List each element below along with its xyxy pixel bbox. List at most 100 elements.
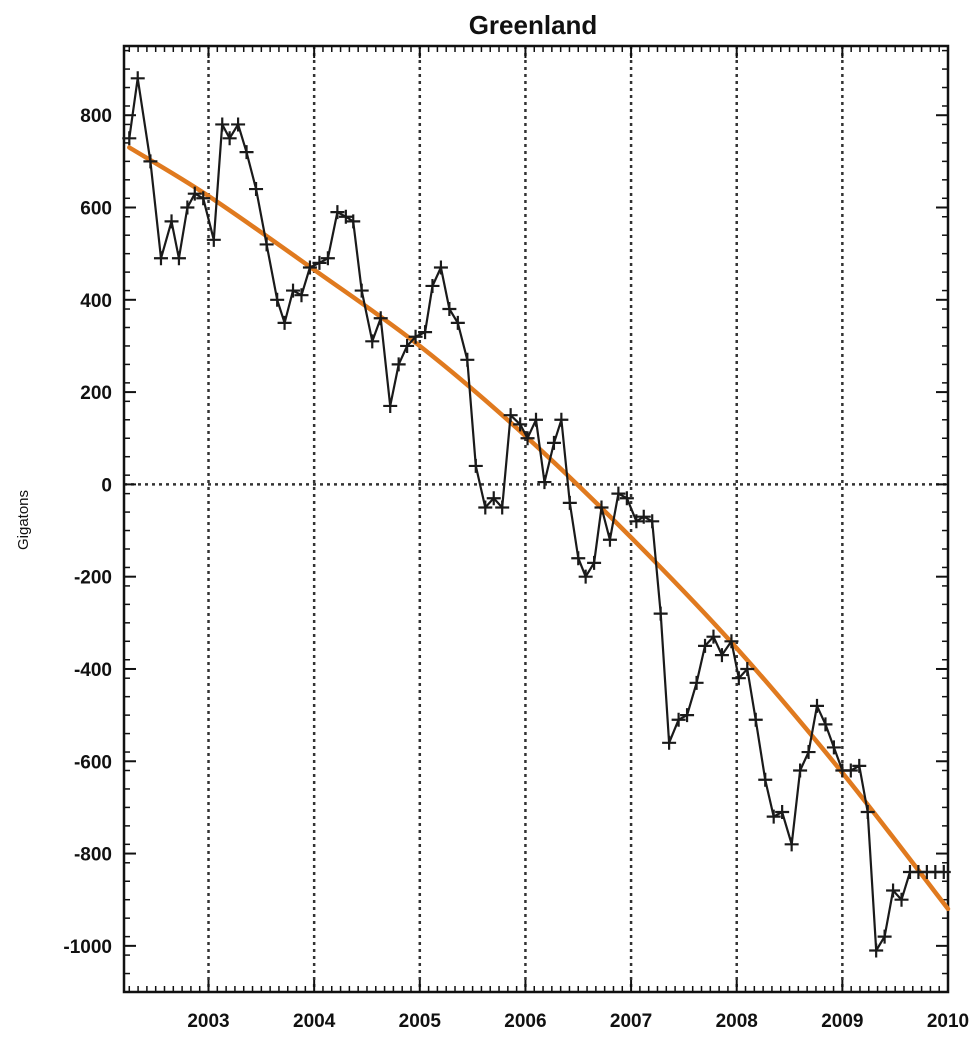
x-tick-label: 2010: [927, 1011, 969, 1032]
data-point: [611, 486, 626, 501]
data-point: [680, 708, 695, 723]
x-tick-label: 2008: [716, 1011, 758, 1032]
data-point: [277, 315, 292, 330]
x-tick-label: 2003: [187, 1011, 229, 1032]
data-point: [869, 943, 884, 958]
data-point: [698, 638, 713, 653]
x-tick-label: 2009: [821, 1011, 863, 1032]
data-point: [503, 408, 518, 423]
data-point: [286, 283, 301, 298]
data-point: [312, 255, 327, 270]
data-point: [408, 329, 423, 344]
data-point: [594, 500, 609, 515]
data-point: [653, 606, 668, 621]
x-tick-label: 2004: [293, 1011, 336, 1032]
data-point: [249, 182, 264, 197]
y-tick-label: 0: [101, 475, 112, 496]
data-point: [171, 251, 186, 266]
data-point: [818, 717, 833, 732]
data-point: [450, 315, 465, 330]
data-point: [671, 712, 686, 727]
data-point: [578, 569, 593, 584]
plot-border: [122, 44, 950, 994]
data-point: [562, 495, 577, 510]
data-point: [400, 338, 415, 353]
y-tick-label: 400: [80, 291, 112, 312]
data-point: [196, 191, 211, 206]
data-point: [495, 500, 510, 515]
data-point: [886, 883, 901, 898]
data-point: [143, 154, 158, 169]
plot-frame: [122, 44, 950, 994]
data-point: [740, 661, 755, 676]
data-point: [338, 209, 353, 224]
data-point: [354, 283, 369, 298]
data-point: [468, 458, 483, 473]
data-point: [619, 491, 634, 506]
y-tick-label: 600: [80, 199, 112, 220]
trend-line-group: [127, 145, 951, 912]
x-tick-label: 2006: [504, 1011, 546, 1032]
series-line-group: [128, 77, 944, 952]
y-tick-label: -400: [74, 660, 112, 681]
tick-marks: [124, 46, 949, 993]
trend-line: [127, 145, 951, 912]
data-point: [801, 745, 816, 760]
data-point: [259, 237, 274, 252]
data-point: [486, 491, 501, 506]
data-point: [554, 412, 569, 427]
data-point: [826, 740, 841, 755]
data-point: [164, 214, 179, 229]
data-point: [270, 292, 285, 307]
data-point: [513, 417, 528, 432]
data-point: [748, 712, 763, 727]
x-tick-labels: 2003 2004 2005 2006 2007 2008 2009 2010: [187, 1011, 969, 1032]
data-point: [187, 186, 202, 201]
y-axis-label: Gigatons: [15, 490, 32, 550]
data-point: [936, 865, 951, 880]
data-point: [894, 892, 909, 907]
y-tick-label: 800: [80, 106, 112, 127]
x-tick-label: 2007: [610, 1011, 652, 1032]
y-tick-label: -200: [74, 568, 112, 589]
data-point: [320, 251, 335, 266]
data-point: [602, 532, 617, 547]
data-point: [365, 334, 380, 349]
data-point: [215, 117, 230, 132]
data-point: [330, 205, 345, 220]
data-point: [758, 772, 773, 787]
data-point: [689, 675, 704, 690]
data-point: [442, 302, 457, 317]
data-point: [153, 251, 168, 266]
data-point: [810, 698, 825, 713]
data-point: [662, 735, 677, 750]
data-point: [645, 514, 660, 529]
data-point: [460, 352, 475, 367]
data-point: [122, 131, 137, 146]
data-point: [775, 805, 790, 820]
data-point: [706, 629, 721, 644]
data-point: [302, 260, 317, 275]
y-tick-label: -800: [74, 845, 112, 866]
data-point: [629, 514, 644, 529]
data-point: [587, 555, 602, 570]
data-point: [294, 288, 309, 303]
data-markers: [122, 71, 951, 958]
data-point: [724, 634, 739, 649]
series-line: [128, 77, 944, 952]
data-point: [231, 117, 246, 132]
data-point: [860, 805, 875, 820]
data-point: [346, 214, 361, 229]
data-point: [766, 809, 781, 824]
data-point: [636, 509, 651, 524]
data-point: [546, 435, 561, 450]
y-tick-label: -1000: [63, 937, 112, 958]
data-point: [478, 500, 493, 515]
data-point: [373, 311, 388, 326]
data-point: [843, 763, 858, 778]
data-point: [529, 412, 543, 427]
data-point: [239, 145, 254, 160]
y-tick-labels: 800 600 400 200 0 -200 -400 -600 -800 -1000: [63, 106, 112, 958]
data-point: [425, 278, 440, 293]
